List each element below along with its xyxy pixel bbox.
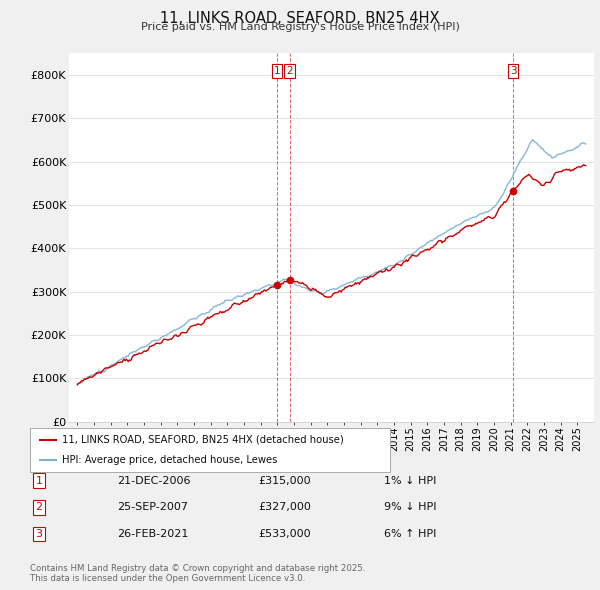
Text: 2: 2 — [35, 503, 43, 512]
Text: 3: 3 — [35, 529, 43, 539]
Text: 1: 1 — [35, 476, 43, 486]
Text: 2: 2 — [286, 66, 293, 76]
Text: 11, LINKS ROAD, SEAFORD, BN25 4HX (detached house): 11, LINKS ROAD, SEAFORD, BN25 4HX (detac… — [62, 435, 344, 445]
Text: 9% ↓ HPI: 9% ↓ HPI — [384, 503, 437, 512]
Text: 21-DEC-2006: 21-DEC-2006 — [117, 476, 191, 486]
Text: £327,000: £327,000 — [258, 503, 311, 512]
Text: 11, LINKS ROAD, SEAFORD, BN25 4HX: 11, LINKS ROAD, SEAFORD, BN25 4HX — [160, 11, 440, 25]
Text: £533,000: £533,000 — [258, 529, 311, 539]
Text: Contains HM Land Registry data © Crown copyright and database right 2025.
This d: Contains HM Land Registry data © Crown c… — [30, 563, 365, 583]
Text: 1: 1 — [274, 66, 280, 76]
Text: 3: 3 — [510, 66, 517, 76]
Text: 26-FEB-2021: 26-FEB-2021 — [117, 529, 188, 539]
Text: 25-SEP-2007: 25-SEP-2007 — [117, 503, 188, 512]
Text: HPI: Average price, detached house, Lewes: HPI: Average price, detached house, Lewe… — [62, 455, 278, 465]
Text: Price paid vs. HM Land Registry's House Price Index (HPI): Price paid vs. HM Land Registry's House … — [140, 22, 460, 32]
Text: 1% ↓ HPI: 1% ↓ HPI — [384, 476, 436, 486]
Text: £315,000: £315,000 — [258, 476, 311, 486]
Text: 6% ↑ HPI: 6% ↑ HPI — [384, 529, 436, 539]
